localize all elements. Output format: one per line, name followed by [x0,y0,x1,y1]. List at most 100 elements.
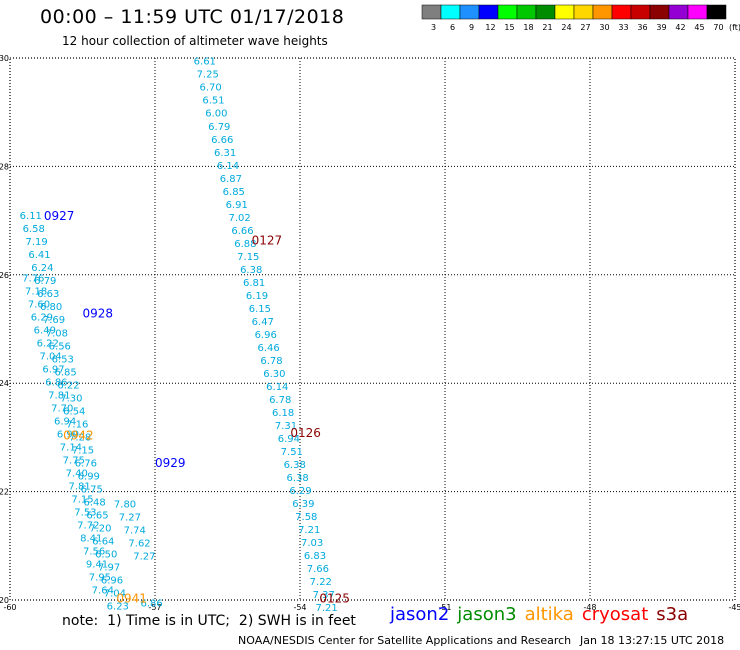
pass-time-label: 0126 [290,426,321,440]
swh-value: 6.18 [272,408,294,419]
y-tick-label: 24 [0,379,9,388]
swh-value: 7.25 [197,70,219,81]
swh-value: 7.03 [301,538,323,549]
y-tick-label: 26 [0,271,9,280]
colorbar-label: 12 [485,23,495,32]
colorbar-swatch [668,4,689,20]
swh-value: 6.53 [52,354,74,365]
legend-s3a: s3a [656,604,689,625]
swh-value: 7.27 [133,552,155,563]
swh-value: 7.22 [310,577,332,588]
swh-value: 6.31 [214,148,236,159]
swh-value: 7.40 [66,469,88,480]
colorbar-swatch [516,4,537,20]
swh-value: 6.49 [34,326,56,337]
colorbar-label: 3 [431,23,436,32]
legend-cryosat: cryosat [581,604,649,625]
swh-value: 7.21 [298,525,320,536]
pass-time-label: 0929 [155,456,186,470]
swh-value: 7.66 [307,564,329,575]
satellite-legend: jason2 jason3 altika cryosat s3a [390,604,696,625]
swh-value: 7.60 [28,300,50,311]
swh-value: 7.18 [25,287,47,298]
colorbar-label: 27 [580,23,590,32]
x-tick-label: -57 [148,603,161,612]
pass-time-label: 0127 [252,234,283,248]
track-0125: 6.61 7.25 6.70 6.51 6.00 6.79 6.66 6.31 6.14 6.87… [194,57,350,614]
swh-value: 6.11 [20,211,42,222]
swh-value: 6.24 [31,263,53,274]
swh-value: 7.72 [77,521,99,532]
altimeter-tracks: 6.61 7.25 6.70 6.51 6.00 6.79 6.66 6.31 6.14 6.87… [20,57,350,614]
colorbar-label: 36 [637,23,647,32]
axis-ticks: -60 -57 -54 -51 -48 -45 20 22 24 26 28 30 [0,54,740,612]
swh-value: 6.86 [141,599,163,610]
swh-value: 6.86 [45,378,67,389]
colorbar-label: 15 [504,23,514,32]
colorbar-label: 6 [450,23,455,32]
x-tick-label: -60 [3,603,16,612]
swh-value: 7.75 [63,456,85,467]
swh-value: 6.78 [260,356,282,367]
swh-value: 6.64 [92,536,114,547]
swh-value: 7.37 [313,590,335,601]
swh-value: 6.99 [78,471,100,482]
track-0929: 0929 [155,456,186,470]
swh-value: 7.16 [66,419,88,430]
colorbar-label: 42 [675,23,685,32]
swh-value: 6.19 [246,291,268,302]
swh-value: 6.99 [57,430,79,441]
swh-value: 6.91 [226,200,248,211]
swh-value: 6.96 [255,330,277,341]
y-tick-label: 20 [0,596,9,605]
chart-subtitle: 12 hour collection of altimeter wave hei… [62,34,328,48]
track-0127: 0127 [252,234,283,248]
swh-value: 7.76 [22,274,44,285]
swh-value: 7.08 [46,328,68,339]
colorbar-label: 70 [713,23,723,32]
swh-value: 7.21 [315,603,337,614]
swh-value: 6.54 [63,406,85,417]
colorbar-swatch [611,4,632,20]
swh-value: 7.27 [119,513,141,524]
swh-value: 6.81 [243,278,265,289]
colorbar-unit: (ft) [729,23,740,32]
swh-value: 6.39 [292,499,314,510]
swh-value: 7.02 [228,213,250,224]
chart-title: 00:00 – 11:59 UTC 01/17/2018 [40,6,345,28]
pass-time-label: 0125 [319,591,350,605]
colorbar-swatch [535,4,556,20]
swh-value: 6.65 [86,510,108,521]
swh-value: 6.87 [220,174,242,185]
swh-value: 6.46 [257,343,279,354]
swh-value: 7.51 [281,447,303,458]
swh-value: 6.61 [194,57,216,68]
colorbar-swatch [630,4,651,20]
swh-value: 7.14 [60,443,82,454]
swh-value: 7.81 [68,482,90,493]
colorbar-legend: 3 6 9 12 15 18 21 24 27 30 33 36 39 42 45 70 (ft) [421,4,740,32]
colorbar-swatch [478,4,499,20]
swh-value: 6.66 [211,135,233,146]
colorbar-label: 39 [656,23,666,32]
pass-time-label: 0942 [63,429,94,443]
swh-value: 6.94 [54,417,76,428]
x-tick-label: -51 [438,603,451,612]
track-0928: 0928 [83,307,114,321]
swh-value: 7.04 [104,588,126,599]
swh-value: 7.30 [60,393,82,404]
swh-value: 6.22 [57,380,79,391]
swh-value: 6.66 [231,226,253,237]
plot-frame [9,57,736,601]
pass-time-label: 0927 [44,209,75,223]
swh-value: 7.20 [89,523,111,534]
swh-value: 6.79 [34,276,56,287]
swh-value: 6.83 [304,551,326,562]
swh-value: 7.97 [98,562,120,573]
plot-grid [9,57,736,601]
swh-value: 7.95 [89,573,111,584]
swh-value: 6.38 [284,460,306,471]
track-0126: 0126 [290,426,321,440]
swh-value: 6.30 [263,369,285,380]
y-tick-label: 30 [0,54,9,63]
